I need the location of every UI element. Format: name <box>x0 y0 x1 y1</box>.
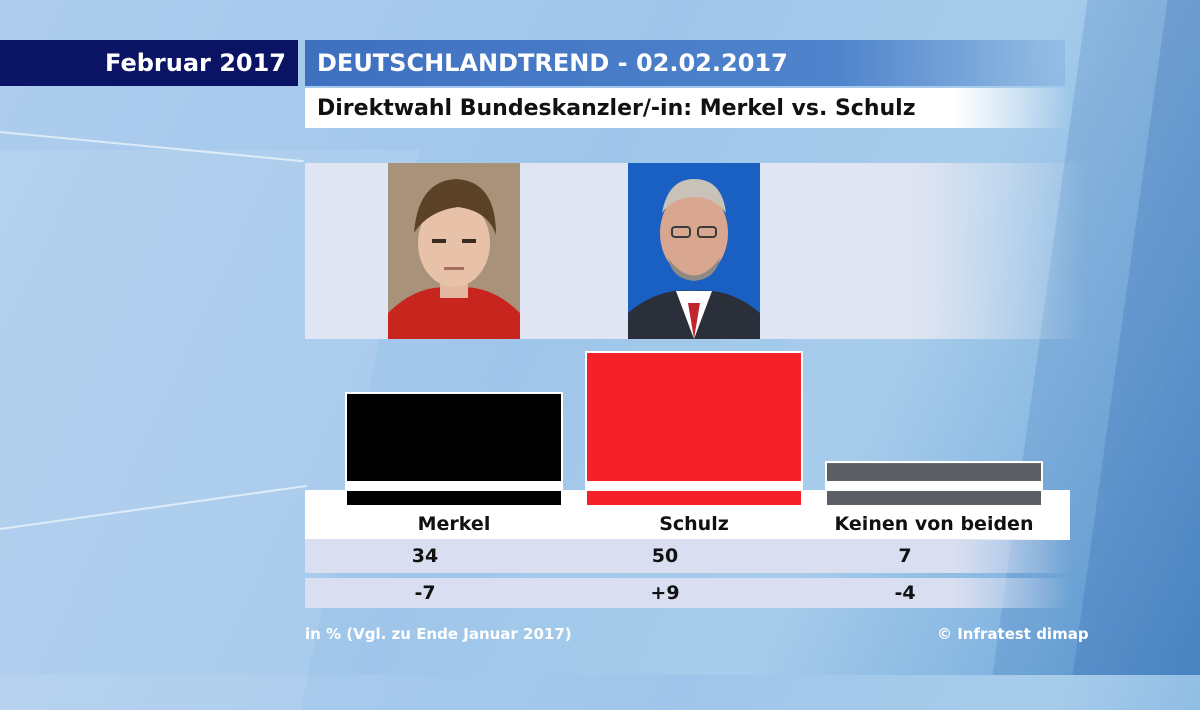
background-shape <box>1072 0 1200 675</box>
values-row: 34 50 7 <box>305 539 1070 573</box>
background-line <box>0 131 304 163</box>
bar-group: Keinen von beiden <box>825 461 1043 535</box>
date-label: Februar 2017 <box>0 40 298 86</box>
category-label: Keinen von beiden <box>835 513 1034 535</box>
bar-schulz <box>585 351 803 507</box>
bar-separator <box>826 481 1042 491</box>
chart-subtitle: Direktwahl Bundeskanzler/-in: Merkel vs.… <box>305 88 1070 128</box>
schulz-photo <box>628 163 760 339</box>
change-merkel: -7 <box>414 582 436 604</box>
category-label: Schulz <box>659 513 729 535</box>
change-keinen: -4 <box>894 582 916 604</box>
bar-separator <box>586 481 802 491</box>
bar-group: Schulz <box>585 351 803 535</box>
bar-chart: Merkel Schulz Keinen von beiden <box>305 351 1070 540</box>
source-credit: © Infratest dimap <box>937 625 1089 643</box>
bar-separator <box>346 481 562 491</box>
merkel-photo <box>388 163 520 339</box>
value-keinen: 7 <box>898 545 912 567</box>
background-line <box>0 484 308 530</box>
value-merkel: 34 <box>411 545 439 567</box>
bar-group: Merkel <box>345 391 563 535</box>
change-schulz: +9 <box>650 582 680 604</box>
footnote: in % (Vgl. zu Ende Januar 2017) <box>305 625 572 643</box>
value-schulz: 50 <box>651 545 679 567</box>
changes-row: -7 +9 -4 <box>305 578 1070 608</box>
category-label: Merkel <box>418 513 491 535</box>
trend-title: DEUTSCHLANDTREND - 02.02.2017 <box>305 40 1065 86</box>
